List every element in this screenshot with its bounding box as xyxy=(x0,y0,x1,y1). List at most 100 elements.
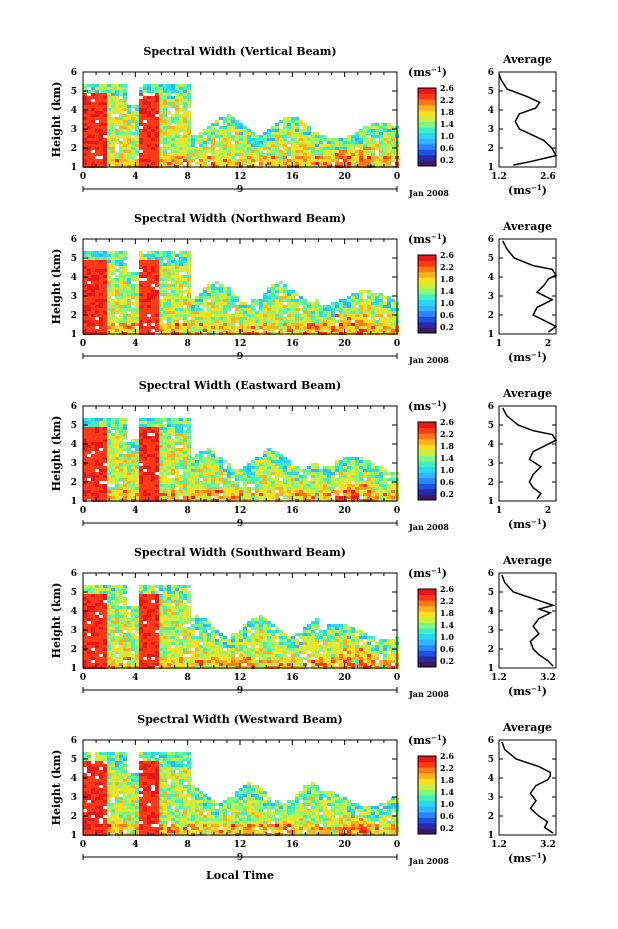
heatmap-cell xyxy=(167,439,171,442)
heatmap-cell xyxy=(143,260,147,263)
heatmap-cell xyxy=(339,144,343,147)
heatmap-cell xyxy=(99,120,103,123)
heatmap-cell xyxy=(115,430,119,433)
heatmap-cell xyxy=(99,311,103,314)
heatmap-cell xyxy=(331,308,335,311)
heatmap-cell xyxy=(131,272,135,275)
heatmap-cell xyxy=(123,84,127,87)
heatmap-cell xyxy=(123,460,127,463)
heatmap-cell xyxy=(151,123,155,126)
heatmap-cell xyxy=(155,144,159,147)
heatmap-cell xyxy=(267,490,271,493)
heatmap-cell xyxy=(83,430,87,433)
colorbar-swatch xyxy=(418,277,436,284)
heatmap-cell xyxy=(267,153,271,156)
heatmap-cell xyxy=(327,475,331,478)
heatmap-cell xyxy=(179,263,183,266)
heatmap-cell xyxy=(139,317,143,320)
heatmap-cell xyxy=(87,612,91,615)
heatmap-cell xyxy=(175,454,179,457)
heatmap-cell xyxy=(167,102,171,105)
heatmap-cell xyxy=(231,162,235,165)
heatmap-cell xyxy=(131,314,135,317)
heatmap-cell xyxy=(123,603,127,606)
heatmap-cell xyxy=(87,135,91,138)
heatmap-cell xyxy=(83,266,87,269)
heatmap-cell xyxy=(187,251,191,254)
heatmap-cell xyxy=(111,284,115,287)
heatmap-cell xyxy=(99,272,103,275)
heatmap-cell xyxy=(219,132,223,135)
heatmap-cell xyxy=(155,296,159,299)
heatmap-cell xyxy=(331,478,335,481)
heatmap-cell xyxy=(279,132,283,135)
heatmap-cell xyxy=(363,153,367,156)
heatmap-cell xyxy=(119,642,123,645)
x-tick-label: 8 xyxy=(185,172,191,182)
heatmap-cell xyxy=(259,475,263,478)
heatmap-cell xyxy=(195,326,199,329)
heatmap-cell xyxy=(151,84,155,87)
heatmap-cell xyxy=(119,600,123,603)
heatmap-cell xyxy=(259,138,263,141)
heatmap-cell xyxy=(359,299,363,302)
heatmap-cell xyxy=(351,150,355,153)
heatmap-cell xyxy=(219,302,223,305)
heatmap-cell xyxy=(147,162,151,165)
heatmap-cell xyxy=(131,636,135,639)
heatmap-cell xyxy=(187,442,191,445)
heatmap-cell xyxy=(219,147,223,150)
heatmap-cell xyxy=(151,162,155,165)
heatmap-cell xyxy=(179,117,183,120)
heatmap-cell xyxy=(199,463,203,466)
heatmap-cell xyxy=(259,162,263,165)
heatmap-cell xyxy=(215,320,219,323)
heatmap-cell xyxy=(107,287,111,290)
heatmap-cell xyxy=(119,132,123,135)
colorbar-swatch xyxy=(418,488,436,495)
heatmap-cell xyxy=(95,439,99,442)
heatmap-cell xyxy=(231,481,235,484)
heatmap-cell xyxy=(139,254,143,257)
heatmap-cell xyxy=(371,150,375,153)
heatmap-cell xyxy=(379,484,383,487)
heatmap-cell xyxy=(275,126,279,129)
heatmap-cell xyxy=(111,469,115,472)
heatmap-cell xyxy=(291,302,295,305)
heatmap-cell xyxy=(143,651,147,654)
heatmap-cell xyxy=(139,305,143,308)
heatmap-cell xyxy=(155,612,159,615)
heatmap-cell xyxy=(95,126,99,129)
heatmap-cell xyxy=(187,281,191,284)
heatmap-cell xyxy=(315,326,319,329)
heatmap-cell xyxy=(91,84,95,87)
heatmap-cell xyxy=(199,132,203,135)
heatmap-cell xyxy=(111,663,115,666)
heatmap-cell xyxy=(263,493,267,496)
heatmap-cell xyxy=(207,451,211,454)
heatmap-cell xyxy=(387,329,391,332)
heatmap-cell xyxy=(291,490,295,493)
heatmap-cell xyxy=(275,150,279,153)
heatmap-cell xyxy=(139,645,143,648)
heatmap-cell xyxy=(99,308,103,311)
heatmap-cell xyxy=(127,633,131,636)
heatmap-cell xyxy=(103,147,107,150)
heatmap-cell xyxy=(271,329,275,332)
heatmap-cell xyxy=(111,254,115,257)
heatmap-cell xyxy=(211,311,215,314)
heatmap-cell xyxy=(171,469,175,472)
y-tick-label: 3 xyxy=(488,125,494,135)
heatmap-cell xyxy=(99,660,103,663)
heatmap-cell xyxy=(87,481,91,484)
heatmap-cell xyxy=(151,439,155,442)
heatmap-cell xyxy=(107,281,111,284)
heatmap-cell xyxy=(159,129,163,132)
heatmap-cell xyxy=(135,308,139,311)
heatmap-cell xyxy=(131,308,135,311)
heatmap-cell xyxy=(115,469,119,472)
heatmap-cell xyxy=(327,156,331,159)
heatmap-cell xyxy=(163,448,167,451)
heatmap-cell xyxy=(119,654,123,657)
